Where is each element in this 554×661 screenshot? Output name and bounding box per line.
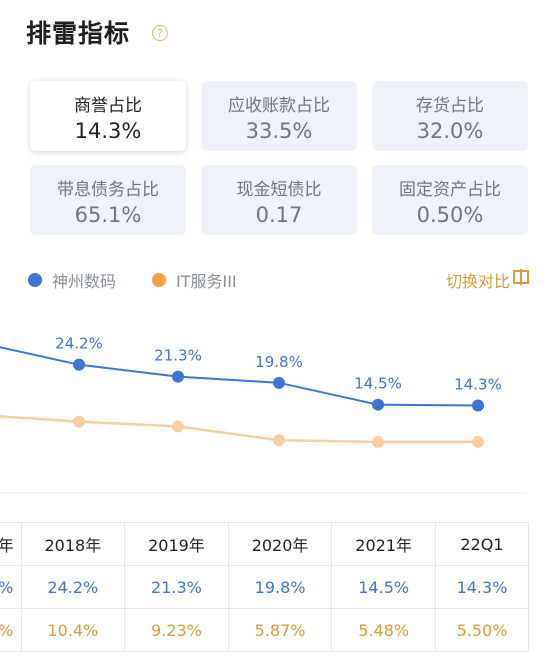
data-point[interactable]	[472, 399, 484, 412]
line-chart: 24.2% 21.3% 19.8% 14.5% 14.3%	[0, 335, 526, 494]
table-cell: 10.4%	[20, 608, 126, 652]
data-point[interactable]	[73, 415, 85, 428]
switch-compare-button[interactable]: 切换对比	[445, 272, 510, 291]
card-label: 应收账款占比	[228, 96, 330, 116]
table-cell: 14.3%	[434, 565, 530, 609]
table-cell: 5.87%	[227, 608, 333, 652]
table-cell: %	[0, 565, 22, 609]
legend-series1[interactable]: 神州数码	[28, 268, 116, 292]
data-point[interactable]	[472, 435, 484, 448]
table-cell: 24.2%	[20, 565, 126, 609]
data-label: 21.3%	[154, 347, 202, 365]
legend-label: IT服务III	[176, 272, 237, 291]
card-goodwill-ratio[interactable]: 商誉占比 14.3%	[30, 81, 186, 151]
table-header-cell: 2020年	[227, 522, 333, 566]
data-label: 14.5%	[354, 375, 402, 393]
table-header-cell: 22Q1	[434, 522, 530, 566]
card-value: 65.1%	[74, 203, 142, 227]
section-title: 排雷指标	[26, 19, 131, 48]
table-header-cell: 2019年	[124, 522, 229, 566]
card-value: 14.3%	[74, 119, 142, 143]
table-row-series1: % 24.2% 21.3% 19.8% 14.5% 14.3%	[0, 565, 530, 609]
card-value: 33.5%	[245, 119, 313, 143]
card-value: 0.17	[255, 203, 303, 227]
data-point[interactable]	[372, 398, 384, 411]
table-header-cell: 2018年	[20, 522, 126, 566]
table-header-cell: 年	[0, 522, 22, 566]
table-cell: %	[0, 608, 22, 652]
table-cell: 19.8%	[227, 565, 333, 609]
compare-switch-icon[interactable]	[512, 268, 530, 286]
card-label: 带息债务占比	[57, 180, 159, 200]
data-point[interactable]	[172, 420, 184, 433]
data-point[interactable]	[372, 435, 384, 448]
legend-dot-blue-icon	[28, 273, 42, 287]
table-cell: 14.5%	[331, 565, 436, 609]
table-cell: 9.23%	[124, 608, 229, 652]
card-value: 0.50%	[416, 203, 484, 227]
table-header-cell: 2021年	[331, 522, 436, 566]
data-point[interactable]	[273, 376, 285, 389]
data-point[interactable]	[172, 370, 184, 383]
data-point[interactable]	[73, 358, 85, 371]
table-row-header: 年 2018年 2019年 2020年 2021年 22Q1	[0, 522, 530, 566]
table-cell: 5.50%	[434, 608, 530, 652]
question-circle-icon[interactable]: ?	[152, 25, 168, 41]
data-label: 14.3%	[454, 376, 502, 394]
series-line-2	[0, 415, 479, 444]
data-table: 年 2018年 2019年 2020年 2021年 22Q1 % 24.2% 2…	[0, 522, 530, 652]
card-inventory-ratio[interactable]: 存货占比 32.0%	[372, 81, 528, 151]
card-label: 固定资产占比	[399, 180, 501, 200]
legend-series2[interactable]: IT服务III	[152, 268, 237, 292]
card-label: 现金短债比	[236, 180, 322, 200]
table-cell: 5.48%	[331, 608, 436, 652]
card-interest-debt-ratio[interactable]: 带息债务占比 65.1%	[30, 165, 186, 235]
series-line-1	[0, 346, 479, 407]
data-label: 19.8%	[255, 353, 303, 371]
legend-dot-orange-icon	[152, 273, 166, 287]
card-label: 存货占比	[416, 96, 484, 116]
card-receivables-ratio[interactable]: 应收账款占比 33.5%	[201, 81, 357, 151]
legend-label: 神州数码	[52, 272, 117, 291]
card-cash-short-debt-ratio[interactable]: 现金短债比 0.17	[201, 165, 357, 235]
data-label: 24.2%	[55, 335, 103, 353]
card-label: 商誉占比	[74, 96, 142, 116]
table-cell: 21.3%	[124, 565, 229, 609]
data-point[interactable]	[273, 434, 285, 447]
card-fixed-asset-ratio[interactable]: 固定资产占比 0.50%	[372, 165, 528, 235]
table-row-series2: % 10.4% 9.23% 5.87% 5.48% 5.50%	[0, 608, 530, 652]
card-value: 32.0%	[416, 119, 484, 143]
